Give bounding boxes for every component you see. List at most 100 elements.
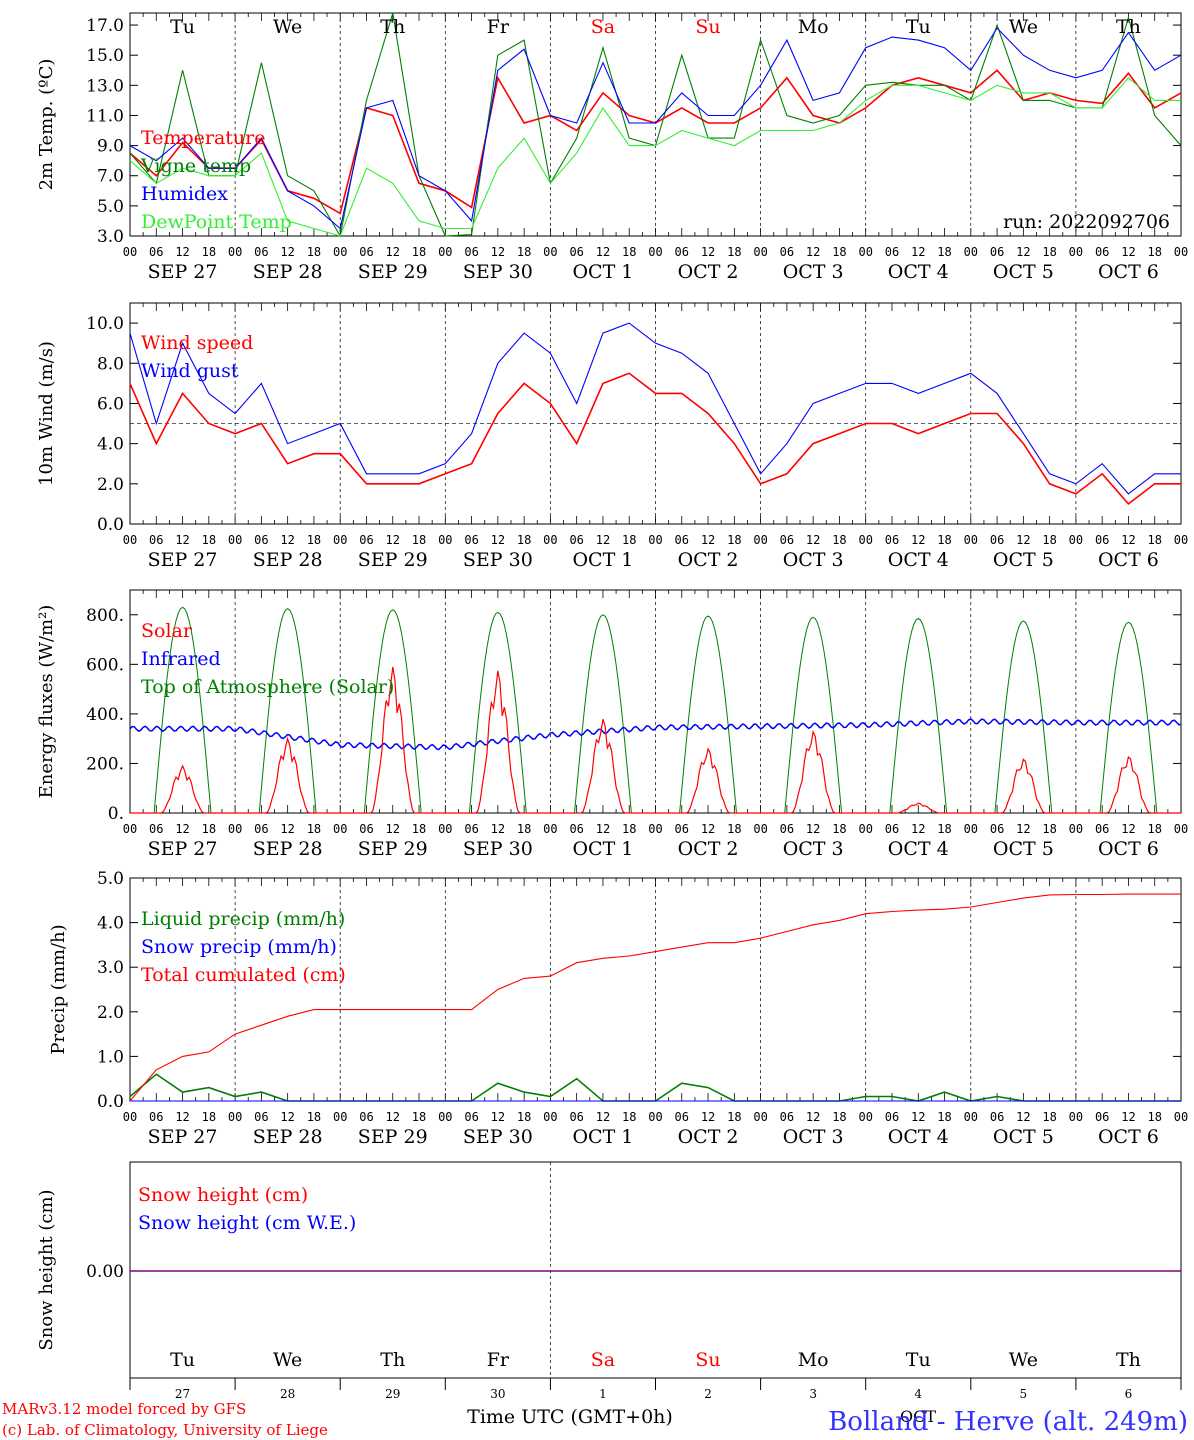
weekday-label: We [1009,16,1038,38]
y-tick-label: 6.0 [97,394,124,414]
x-hour-label: 00 [228,1110,242,1124]
x-hour-label: 18 [937,822,951,836]
x-hour-label: 06 [254,245,268,259]
x-hour-label: 00 [333,822,347,836]
day-number-label: 3 [809,1387,817,1401]
x-hour-label: 00 [228,245,242,259]
x-hour-label: 00 [648,822,662,836]
x-hour-label: 00 [964,533,978,547]
x-hour-label: 06 [675,533,689,547]
x-hour-label: 12 [1016,245,1030,259]
x-hour-label: 12 [386,1110,400,1124]
x-hour-label: 00 [1069,245,1083,259]
x-hour-label: 00 [1069,533,1083,547]
x-hour-label: 18 [517,245,531,259]
x-hour-label: 06 [254,822,268,836]
x-hour-label: 12 [1016,533,1030,547]
x-hour-label: 06 [569,245,583,259]
x-date-label: OCT 2 [678,1126,739,1148]
x-hour-label: 18 [1042,245,1056,259]
x-hour-label: 18 [1042,1110,1056,1124]
x-hour-label: 18 [307,1110,321,1124]
day-number-label: 6 [1125,1387,1133,1401]
x-date-label: SEP 28 [253,549,323,571]
x-hour-label: 18 [202,822,216,836]
x-hour-label: 00 [1174,245,1188,259]
x-hour-label: 06 [149,245,163,259]
weekday-label: Th [380,16,405,38]
x-hour-label: 18 [622,533,636,547]
x-hour-label: 06 [780,1110,794,1124]
x-hour-label: 06 [885,1110,899,1124]
y-axis-label: Snow height (cm) [36,1189,57,1350]
weekday-label: Th [1116,16,1141,38]
series-line-humidex [129,27,1182,230]
x-date-label: SEP 30 [463,1126,533,1148]
x-hour-label: 18 [202,1110,216,1124]
y-tick-label: 10.0 [86,314,124,334]
y-tick-label: 5.0 [97,197,124,217]
x-hour-label: 12 [491,1110,505,1124]
y-axis-label: Precip (mm/h) [48,924,69,1054]
x-hour-label: 00 [964,245,978,259]
x-hour-label: 06 [780,245,794,259]
x-date-label: OCT 4 [888,549,949,571]
x-hour-label: 06 [569,1110,583,1124]
x-hour-label: 12 [1121,245,1135,259]
legend-entry: Humidex [141,183,228,205]
x-date-label: SEP 27 [148,1126,218,1148]
x-hour-label: 18 [727,1110,741,1124]
x-hour-label: 18 [832,533,846,547]
legend-entry: Snow precip (mm/h) [141,936,337,958]
x-hour-label: 18 [412,533,426,547]
x-hour-label: 12 [175,1110,189,1124]
x-date-label: OCT 1 [572,549,633,571]
weekday-label: Th [1116,1349,1141,1371]
x-hour-label: 18 [517,1110,531,1124]
x-hour-label: 00 [543,533,557,547]
y-tick-label: 4.0 [97,435,124,455]
x-hour-label: 00 [753,822,767,836]
legend-entry: Liquid precip (mm/h) [141,908,345,930]
y-tick-label: 4.0 [97,914,124,934]
weekday-label: Su [695,1349,720,1371]
weekday-label: Fr [487,1349,510,1371]
series-line-infrared [129,718,1182,751]
station-name: Bolland - Herve (alt. 249m) [828,1407,1188,1437]
panel-frame-energy [129,589,1182,814]
y-tick-label: 8.0 [97,354,124,374]
x-hour-label: 06 [464,1110,478,1124]
x-hour-label: 06 [464,822,478,836]
x-hour-label: 12 [386,245,400,259]
x-hour-label: 00 [648,1110,662,1124]
x-date-label: SEP 29 [358,261,428,283]
model-credit: MARv3.12 model forced by GFS [2,1400,246,1418]
day-number-label: 27 [175,1387,190,1401]
x-hour-label: 06 [464,245,478,259]
x-hour-label: 00 [333,533,347,547]
x-hour-label: 00 [543,1110,557,1124]
y-axis-label: 10m Wind (m/s) [36,341,57,486]
x-hour-label: 06 [675,1110,689,1124]
y-tick-label: 17.0 [86,16,124,36]
x-hour-label: 12 [911,822,925,836]
x-date-label: OCT 2 [678,838,739,860]
x-hour-label: 12 [701,245,715,259]
series-line-wind-gust [129,322,1181,495]
x-hour-label: 12 [1121,822,1135,836]
legend-entry: Top of Atmosphere (Solar) [141,676,394,698]
x-hour-label: 06 [885,822,899,836]
x-hour-label: 18 [937,1110,951,1124]
x-hour-label: 18 [307,245,321,259]
weekday-label: Mo [798,16,829,38]
x-date-label: OCT 4 [888,261,949,283]
x-hour-label: 06 [990,1110,1004,1124]
x-hour-label: 00 [1069,1110,1083,1124]
x-hour-label: 00 [228,822,242,836]
x-hour-label: 18 [202,533,216,547]
weekday-label: Sa [591,1349,615,1371]
x-hour-label: 18 [307,533,321,547]
x-hour-label: 00 [333,1110,347,1124]
legend-entry: Solar [141,620,193,642]
panel-frame-temperature [129,12,1182,237]
